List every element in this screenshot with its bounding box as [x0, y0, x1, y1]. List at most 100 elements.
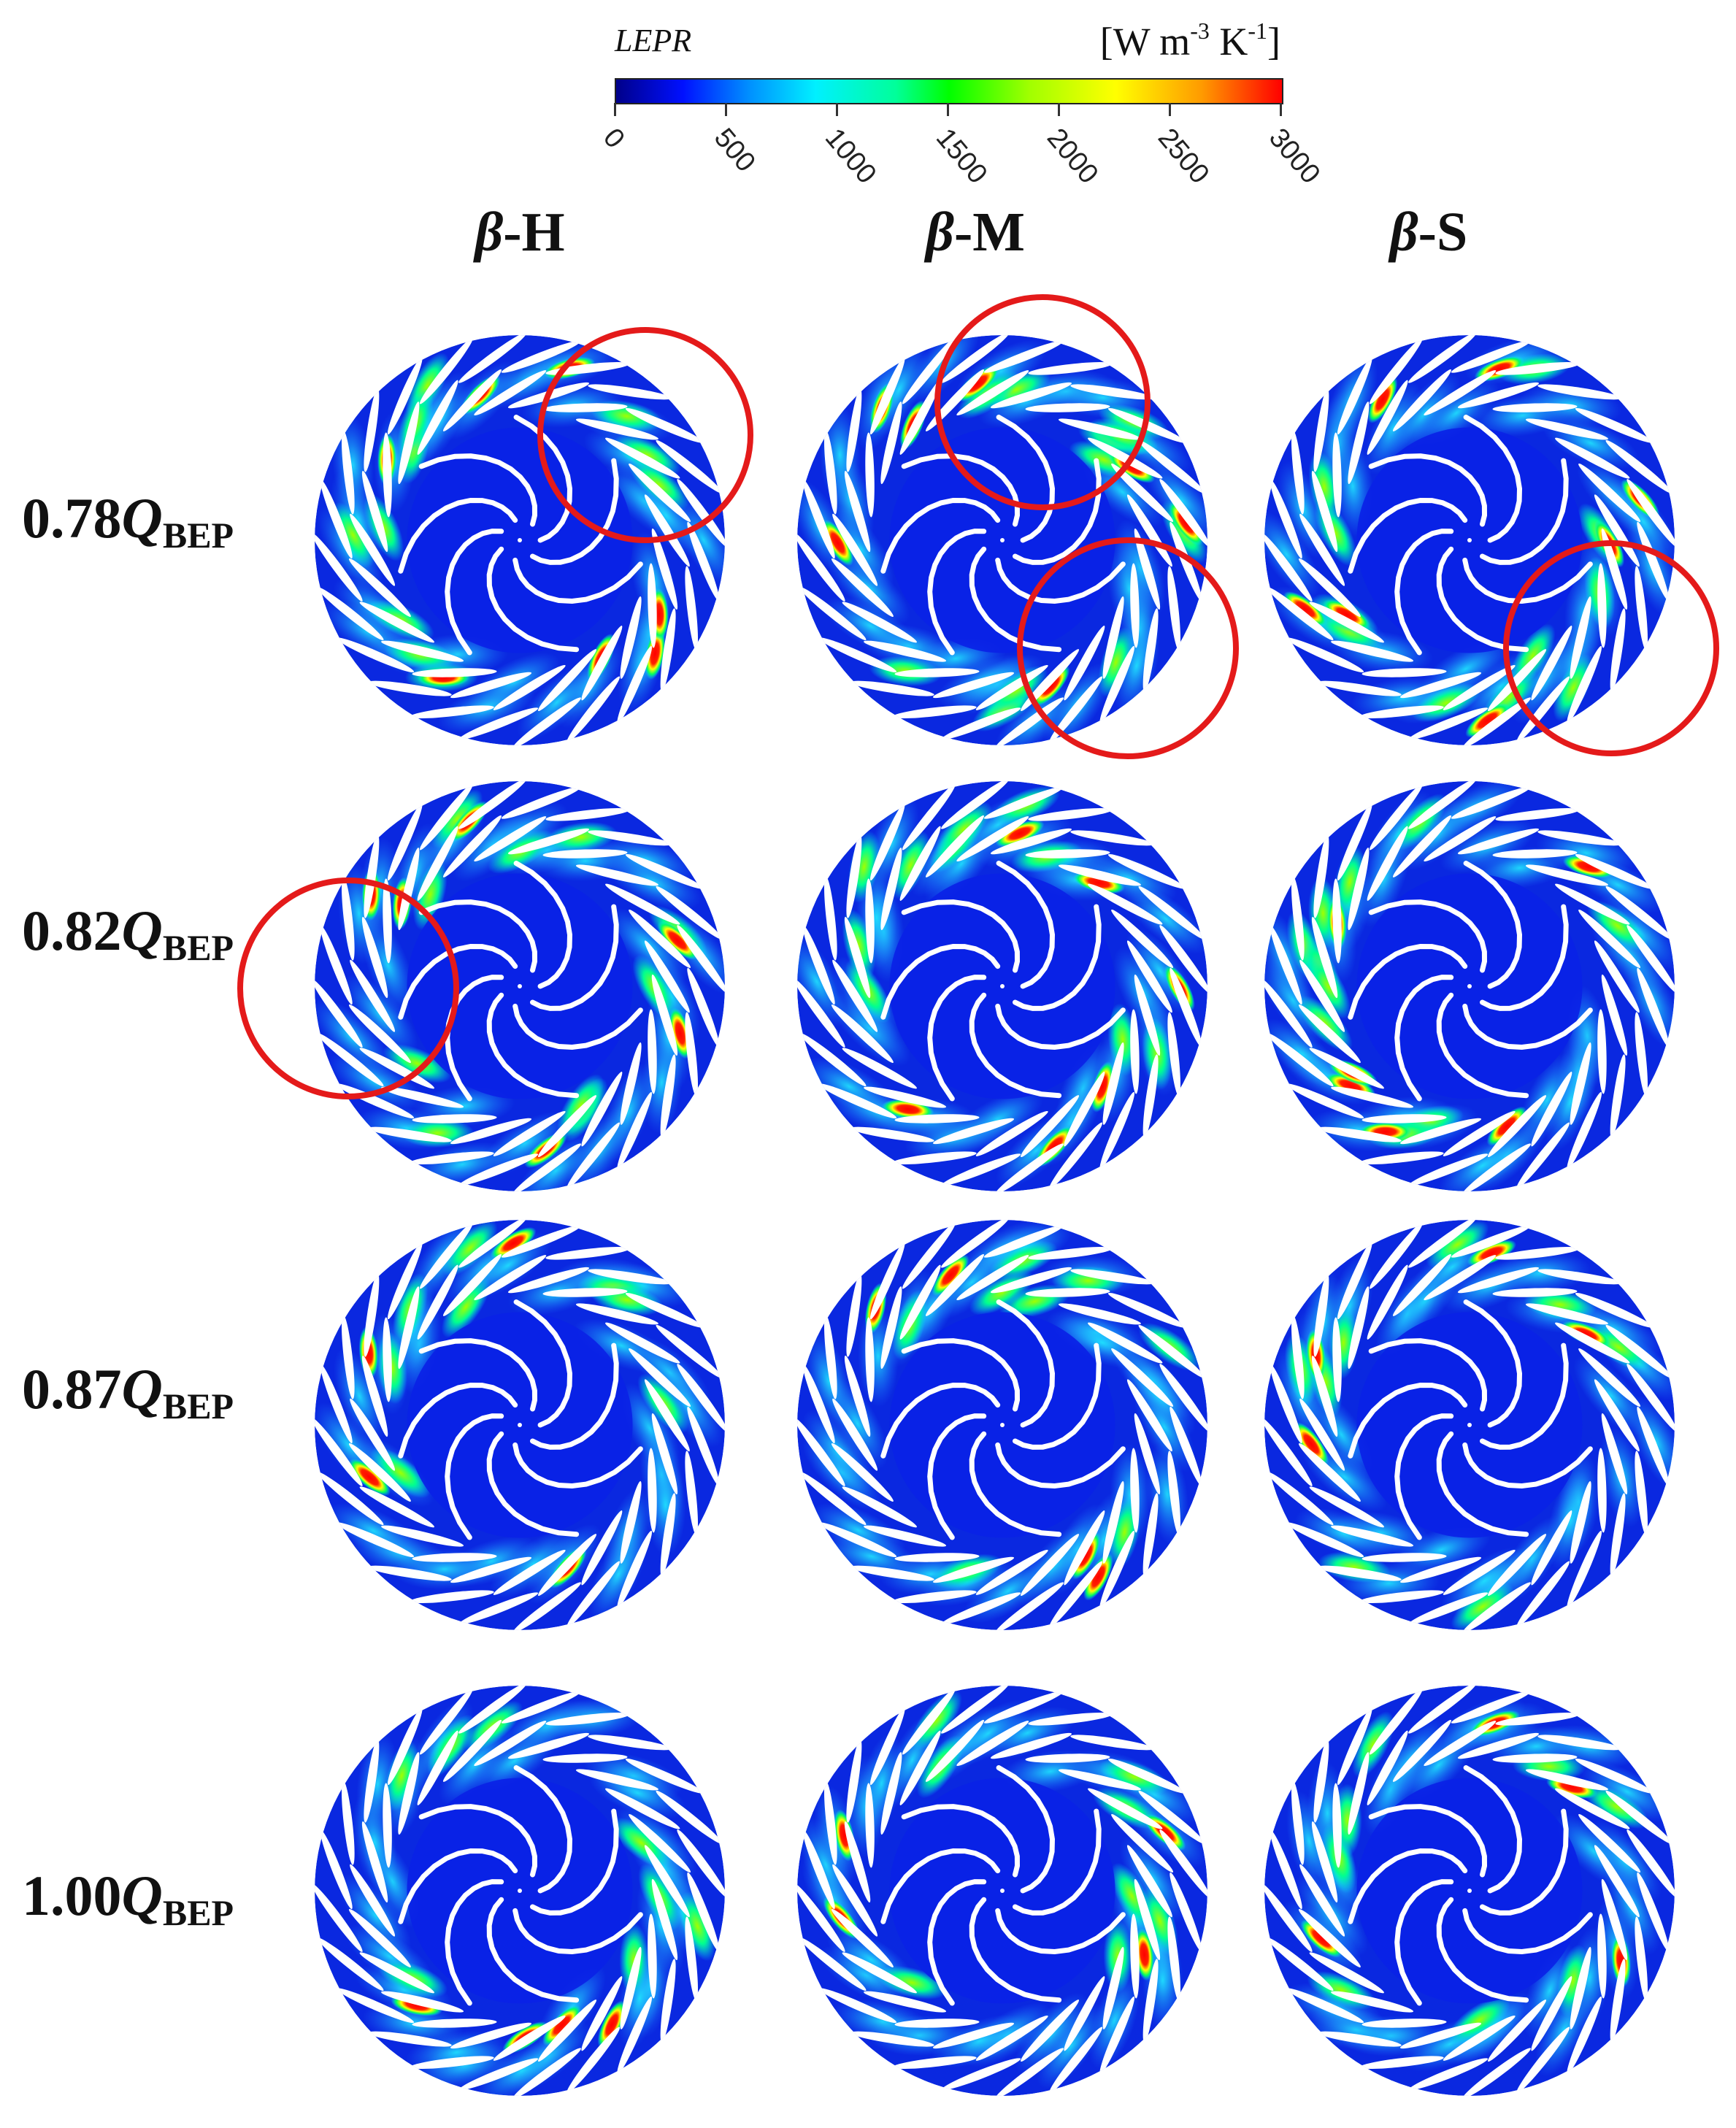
diffuser-vane	[387, 802, 423, 881]
diffuser-vane	[1451, 1225, 1530, 1258]
diffuser-vane	[581, 1976, 623, 2051]
diffuser-vane	[823, 1315, 837, 1399]
diffuser-vane	[1130, 1009, 1140, 1094]
diffuser-vane	[823, 1781, 837, 1865]
diffuser-vane	[512, 697, 581, 745]
impeller-blade	[1348, 497, 1468, 574]
diffuser-vane	[1443, 664, 1516, 710]
diffuser-vane	[501, 340, 580, 373]
impeller-blade	[1462, 1003, 1593, 1050]
diffuser-vane	[410, 705, 494, 719]
diffuser-vane	[1317, 2031, 1402, 2047]
diffuser-vane	[1159, 1829, 1207, 1898]
diffuser-vane	[869, 356, 905, 435]
warm-region	[331, 502, 375, 568]
hot-region	[1083, 1553, 1113, 1601]
diffuser-vane	[899, 1730, 941, 1805]
diffuser-vane	[398, 402, 420, 485]
impeller-blade	[1368, 899, 1488, 973]
impeller-blade	[445, 1413, 504, 1540]
diffuser-vane	[1348, 402, 1370, 485]
diffuser-vane	[566, 676, 621, 743]
diffuser-vane	[1367, 1264, 1408, 1340]
impeller-blade	[1463, 415, 1523, 543]
diffuser-vane	[648, 1009, 657, 1094]
diffuser-vane	[359, 602, 434, 643]
diffuser-vane	[398, 1752, 420, 1835]
diffuser-vane	[501, 786, 580, 819]
diffuser-vane	[799, 1472, 867, 1526]
diffuser-vane	[1597, 1448, 1607, 1533]
diffuser-vane	[831, 1005, 894, 1064]
diffuser-vane	[1457, 1267, 1540, 1294]
diffuser-vane	[493, 664, 566, 710]
diffuser-vane	[410, 1590, 494, 1604]
diffuser-vane	[1064, 1510, 1105, 1586]
diffuser-vane	[797, 1418, 845, 1486]
diffuser-vane	[459, 707, 539, 740]
warm-region	[441, 1275, 491, 1338]
diffuser-vane	[1159, 479, 1207, 548]
diffuser-vane	[1369, 1688, 1423, 1755]
diffuser-vane	[832, 959, 878, 1032]
impeller-blade	[927, 975, 987, 1102]
diffuser-vane	[617, 1996, 653, 2075]
diffuser-vane	[1170, 967, 1202, 1047]
diffuser-vane	[1332, 432, 1342, 518]
diffuser-vane	[990, 1732, 1072, 1759]
diffuser-vane	[442, 1253, 502, 1316]
diffuser-vane	[1299, 513, 1345, 586]
diffuser-vane	[617, 1091, 653, 1170]
diffuser-vane	[1167, 566, 1181, 650]
diffuser-vane	[575, 418, 658, 440]
diffuser-vane	[1311, 1821, 1338, 1903]
diffuser-vane	[1138, 1324, 1205, 1378]
hot-region	[657, 921, 698, 960]
diffuser-vane	[1361, 1553, 1447, 1562]
diffuser-vane	[512, 1582, 581, 1630]
diffuser-vane	[1399, 1556, 1482, 1583]
impeller-blade	[880, 943, 1001, 1020]
hot-region	[1300, 1919, 1342, 1958]
diffuser-vane	[1049, 1561, 1103, 1628]
diffuser-vane	[1167, 1451, 1181, 1535]
diffuser-vane	[367, 1126, 452, 1142]
diffuser-vane	[1331, 1086, 1414, 1108]
diffuser-vane	[651, 974, 678, 1056]
diffuser-vane	[581, 1072, 623, 1147]
diffuser-vane	[1409, 2058, 1489, 2091]
diffuser-vane	[412, 668, 497, 677]
diffuser-vane	[320, 926, 353, 1005]
impeller-blade	[445, 1879, 504, 2006]
impeller-blade	[969, 992, 1062, 1099]
diffuser-vane	[1337, 1241, 1372, 1320]
diffuser-vane	[1167, 1012, 1181, 1096]
diffuser-vane	[1064, 626, 1105, 701]
diffuser-vane	[1170, 1406, 1202, 1486]
diffuser-vane	[1286, 1522, 1364, 1558]
hub-center	[518, 1889, 522, 1893]
diffuser-vane	[818, 1083, 897, 1119]
diffuser-vane	[1064, 1976, 1105, 2051]
diffuser-vane	[1409, 707, 1489, 740]
impeller-blade	[1013, 1343, 1102, 1450]
diffuser-vane	[381, 1525, 464, 1547]
impeller-blade	[1394, 1879, 1454, 2006]
diffuser-vane	[846, 1738, 862, 1823]
impeller-blade	[1394, 1413, 1454, 1540]
diffuser-vane	[1264, 533, 1313, 602]
impeller-contour-r3-c2	[797, 1220, 1207, 1630]
highlight-circle	[1017, 537, 1239, 759]
diffuser-vane	[1170, 1872, 1202, 1951]
diffuser-vane	[1311, 1355, 1338, 1437]
diffuser-vane	[1531, 1976, 1572, 2051]
diffuser-vane	[802, 926, 835, 1005]
diffuser-vane	[1267, 587, 1334, 641]
diffuser-vane	[367, 2031, 452, 2047]
impeller-blade	[995, 1003, 1126, 1050]
warm-region	[1553, 653, 1594, 722]
diffuser-vane	[983, 1691, 1063, 1724]
diffuser-vane	[1399, 1118, 1482, 1145]
diffuser-vane	[387, 356, 423, 435]
